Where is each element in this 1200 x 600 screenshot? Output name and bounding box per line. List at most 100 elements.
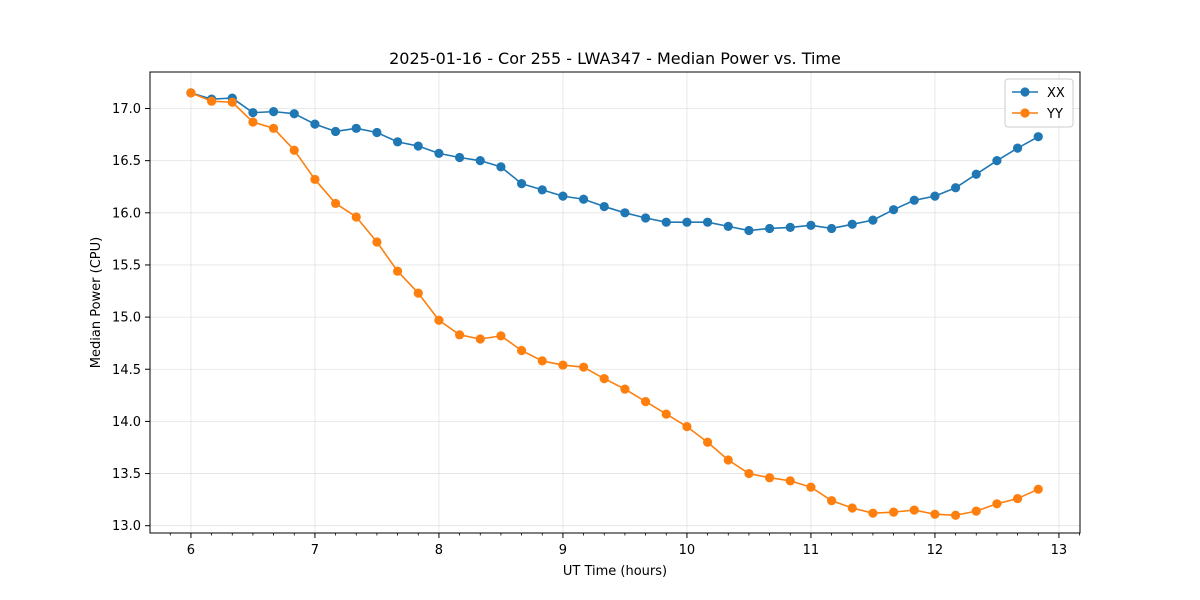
data-point-yy [888,507,899,517]
legend-item-yy: YY [1012,107,1063,122]
chart-title: 2025-01-16 - Cor 255 - LWA347 - Median P… [389,49,841,68]
data-point-xx [496,162,506,172]
y-tick-label: 14.5 [112,363,141,378]
data-point-yy [413,288,423,298]
data-point-xx [888,205,899,215]
data-point-xx [930,191,940,201]
data-point-yy [434,315,444,325]
data-point-yy [248,117,258,127]
y-axis-label: Median Power (CPU) [89,237,104,368]
axes: 6 7 8 9 10 11 12 13 13.0 13.5 14.0 14.5 15.0 15.5 16.0… [112,102,1080,558]
data-point-xx [640,213,651,223]
y-tick-label: 13.5 [112,467,141,482]
y-tick-label: 15.0 [112,311,141,326]
data-point-xx [992,156,1002,166]
y-tick-label: 16.0 [112,206,141,221]
data-point-yy [206,96,217,106]
data-point-xx [310,119,320,129]
data-point-xx [289,109,299,119]
plot-frame [149,71,1081,534]
data-point-xx [599,201,609,212]
legend-marker [1020,87,1030,97]
data-point-yy [475,334,485,344]
data-point-yy [764,473,775,483]
x-tick-label: 9 [559,543,567,558]
data-point-xx [806,220,816,230]
y-tick-label: 14.0 [112,415,141,430]
legend-marker [1020,108,1030,118]
x-tick-label: 10 [679,543,696,558]
y-tick-label: 15.5 [112,258,141,273]
data-point-yy [702,437,713,447]
legend-label: XX [1047,86,1065,101]
data-point-yy [682,422,692,432]
data-point-yy [330,198,341,209]
x-tick-label: 6 [187,543,195,558]
x-tick-label: 13 [1051,543,1068,558]
data-point-yy [1033,484,1043,494]
data-point-xx [620,208,630,218]
data-point-xx [950,183,961,193]
series-layer [186,88,1043,520]
data-point-xx [702,217,713,227]
data-point-xx [475,156,485,166]
data-point-xx [764,223,775,234]
data-point-xx [1033,132,1043,142]
data-point-yy [268,123,279,133]
legend-label: YY [1046,107,1063,122]
data-point-xx [268,107,279,117]
data-point-yy [289,145,299,155]
data-point-xx [578,194,589,204]
data-point-yy [516,345,527,356]
data-point-yy [372,237,382,247]
data-point-xx [723,221,733,231]
data-point-xx [434,148,444,158]
data-point-yy [599,374,609,384]
data-point-yy [826,496,837,506]
data-point-yy [496,331,506,341]
data-point-xx [516,178,527,189]
data-point-yy [310,174,320,185]
data-point-xx [682,217,692,227]
data-point-yy [227,97,237,107]
y-tick-label: 16.5 [112,154,141,169]
data-point-yy [392,266,403,276]
data-point-yy [454,330,465,340]
data-point-xx [372,127,382,138]
data-point-xx [392,137,403,147]
data-point-xx [1012,143,1023,153]
x-tick-label: 12 [927,543,944,558]
x-axis-label: UT Time (hours) [563,564,667,579]
data-point-yy [578,362,589,372]
legend: XX YY [1004,78,1074,128]
data-point-yy [744,468,754,479]
data-point-yy [620,384,630,394]
data-point-yy [930,509,940,519]
x-tick-label: 7 [311,543,319,558]
x-tick-label: 11 [803,543,820,558]
data-point-xx [826,223,837,234]
data-point-yy [868,508,878,518]
data-point-xx [868,215,878,225]
data-point-yy [661,409,671,419]
data-point-yy [723,455,733,465]
data-point-xx [248,108,258,118]
data-point-yy [909,505,919,515]
data-point-xx [661,217,671,227]
data-point-yy [1012,493,1023,504]
data-point-xx [330,126,341,137]
data-point-yy [806,482,816,492]
data-point-yy [558,360,568,370]
data-point-yy [351,212,361,222]
series-line-xx [190,92,1039,232]
data-point-xx [909,195,919,205]
y-tick-label: 17.0 [112,102,141,117]
data-point-xx [351,123,361,133]
series-line-yy [190,92,1039,517]
data-point-xx [971,169,981,179]
x-tick-label: 8 [435,543,443,558]
data-point-xx [413,141,423,151]
data-point-yy [971,506,981,516]
y-tick-label: 13.0 [112,519,141,534]
